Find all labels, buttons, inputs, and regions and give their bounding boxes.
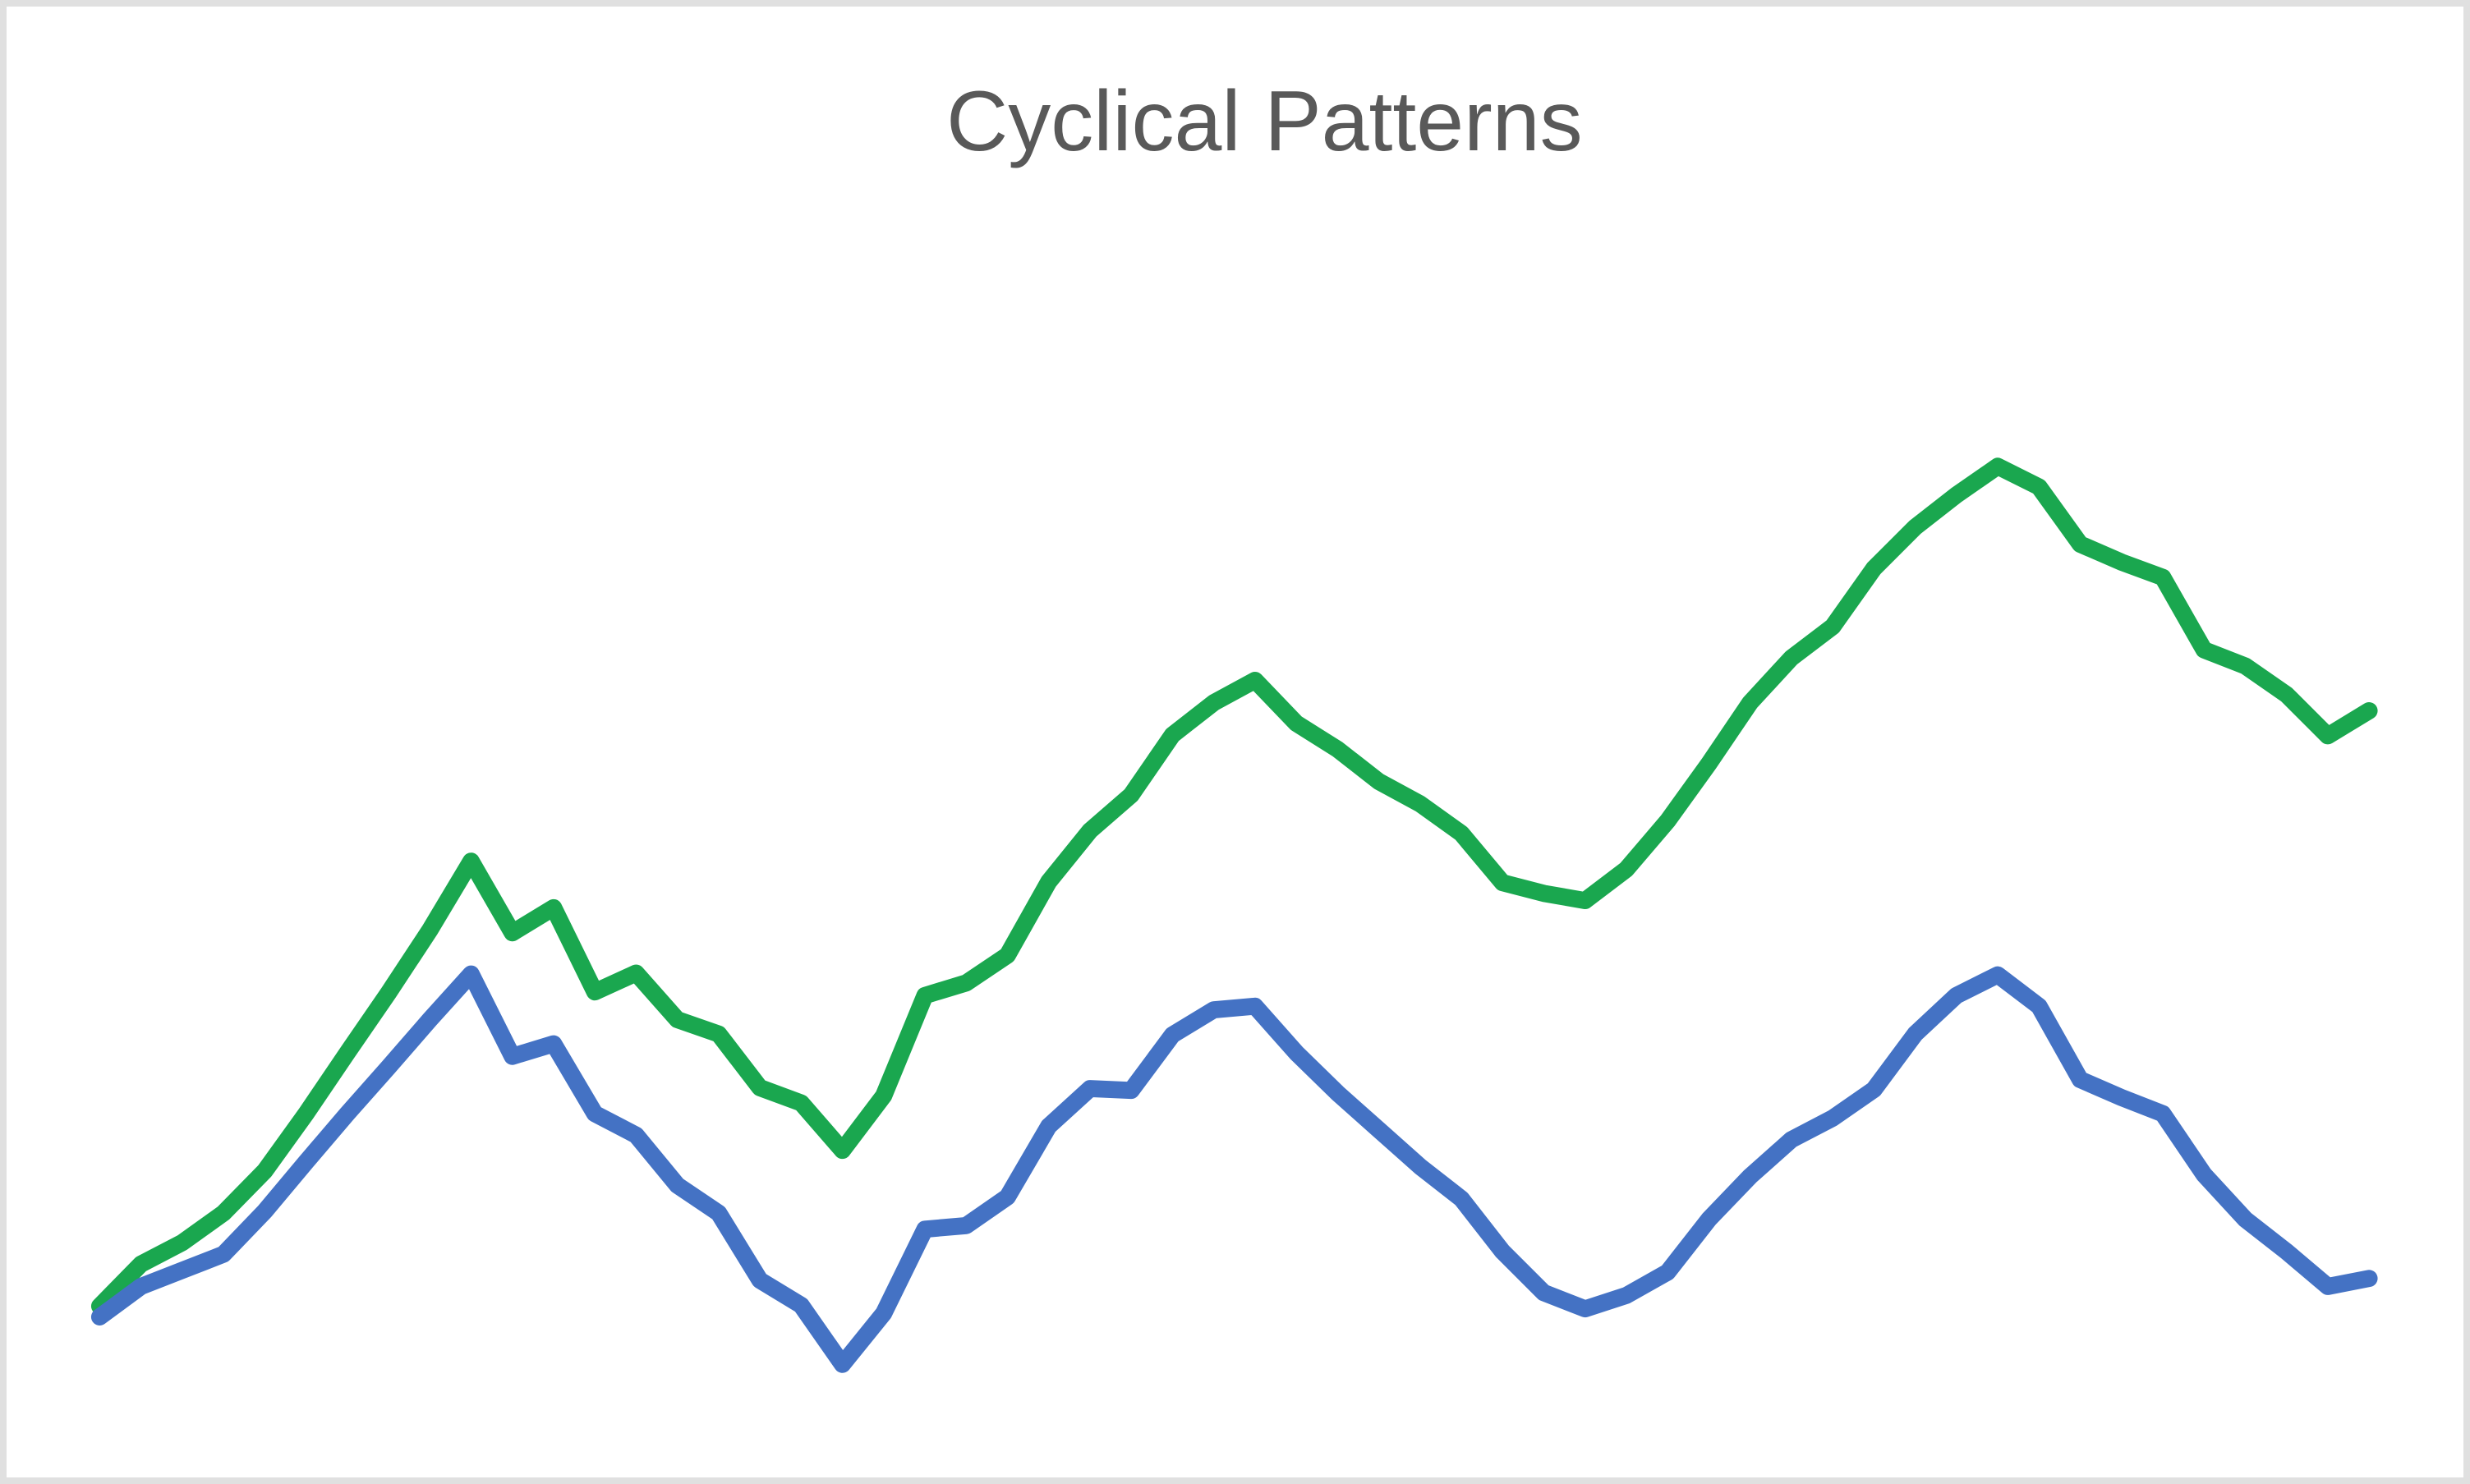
chart-canvas [90,457,2378,1373]
series-line-blue [90,965,2378,1373]
line-series-group [90,457,2378,1373]
series-line-green [90,457,2378,1315]
chart-title: Cyclical Patterns [946,74,1583,169]
